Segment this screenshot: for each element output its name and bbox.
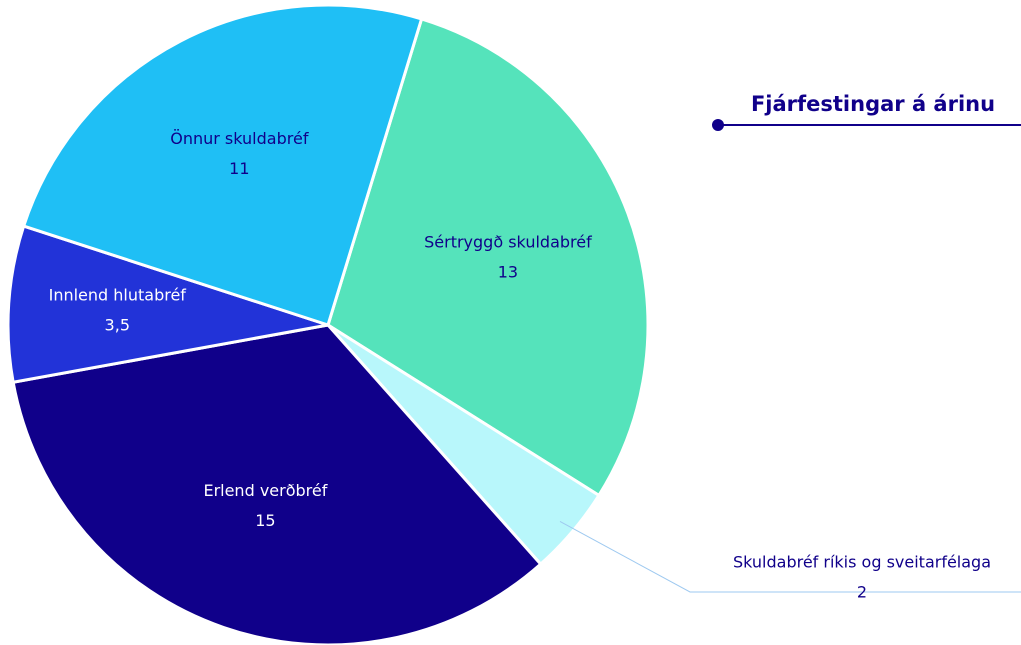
slice-value: 3,5 <box>105 315 130 334</box>
slice-label: Sértryggð skuldabréf <box>424 233 592 252</box>
chart-title: Fjárfestingar á árinu <box>751 92 995 116</box>
slice-value: 15 <box>255 511 275 530</box>
pie-slice <box>326 17 650 498</box>
slice-label: Innlend hlutabréf <box>49 285 187 304</box>
slice-value: 11 <box>229 159 249 178</box>
leader-line <box>559 521 1021 593</box>
pie-slice <box>11 323 543 645</box>
slice-value: 13 <box>498 263 518 282</box>
title-dot <box>712 119 724 131</box>
slice-label: Önnur skuldabréf <box>170 129 309 148</box>
slice-label: Erlend verðbréf <box>203 481 327 500</box>
pie-slice <box>6 224 329 384</box>
pie-slice <box>21 3 424 327</box>
slice-label: Skuldabréf ríkis og sveitarfélaga <box>733 553 991 572</box>
slice-value: 2 <box>857 583 867 602</box>
